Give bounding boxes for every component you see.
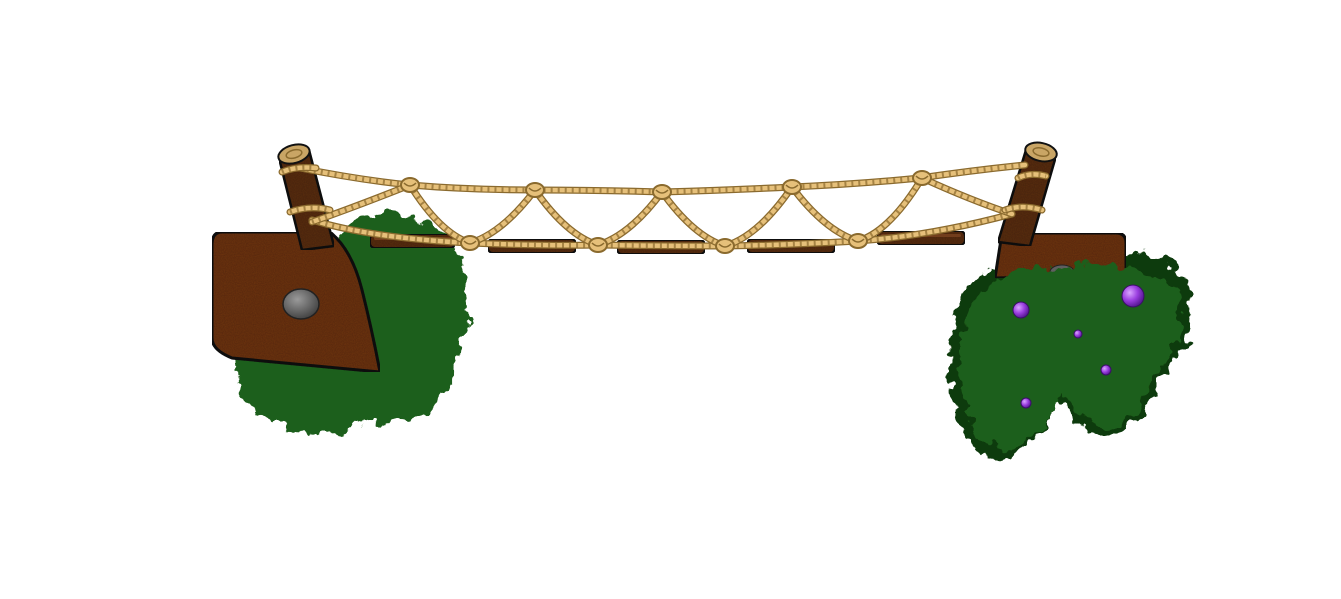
rope [286,204,334,216]
berry-icon [1012,301,1030,319]
rock-icon [282,288,320,320]
right-post [996,141,1058,248]
rope-knot [848,233,868,249]
rope-knot [400,177,420,193]
rope [466,186,539,247]
berry-icon [1121,284,1145,308]
rope-knot [460,235,480,251]
rope [1001,203,1046,214]
rope-knot [588,237,608,253]
rope-knot [525,182,545,198]
rope [594,188,666,249]
rope [788,183,862,245]
rope [308,181,414,226]
berries [1012,284,1145,409]
rope [721,183,796,250]
rope [658,188,729,250]
berry-icon [1020,397,1032,409]
rope-knot [715,238,735,254]
left-dirt-block [210,230,382,374]
rope-knots [400,170,932,254]
rope [278,164,320,176]
right-bush-foreground [958,263,1183,449]
berry-icon [1073,329,1083,339]
rope [531,186,602,249]
rope-knot [652,184,672,200]
rope-knot [912,170,932,186]
berry-icon [1100,364,1112,376]
rope [308,210,1016,250]
rope [918,174,1016,218]
rope-knot [782,179,802,195]
rope [1014,170,1050,182]
